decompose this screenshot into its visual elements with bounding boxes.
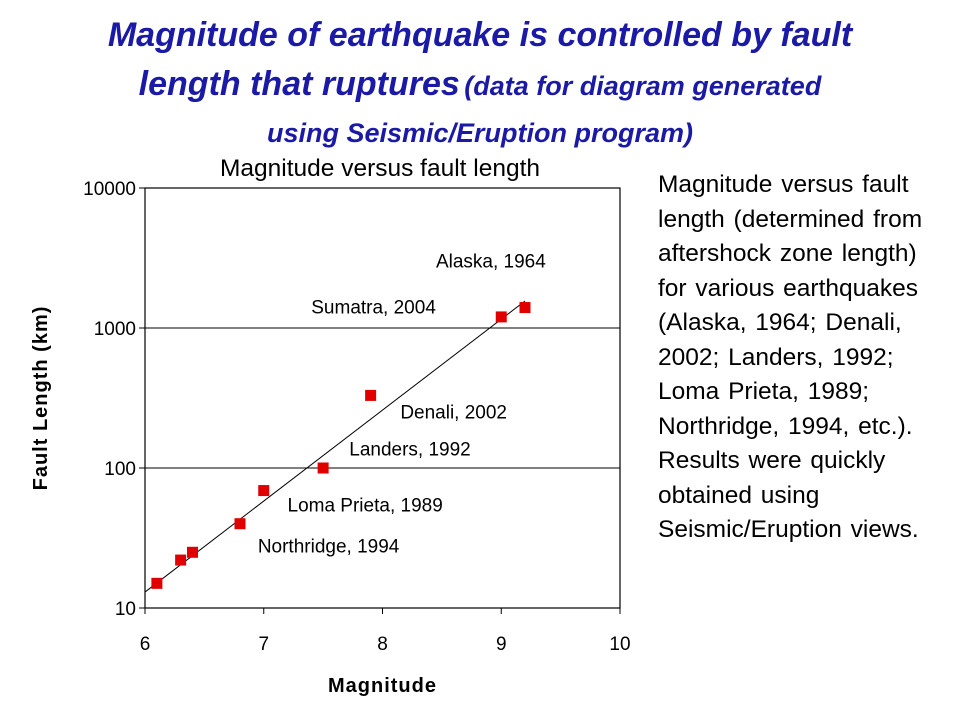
data-point-4 [234, 518, 246, 530]
side-description: Magnitude versus fault length (determine… [658, 171, 923, 543]
data-point-8 [495, 311, 507, 323]
title-line-2-main: length that ruptures [138, 65, 460, 103]
annotation-landers-1992: Landers, 1992 [349, 439, 471, 460]
data-point-9 [519, 302, 531, 314]
x-tick-label-10: 10 [609, 634, 630, 655]
magnitude-fault-length-chart: Magnitude versus fault length 6 7 8 9 10 10 100… [30, 155, 631, 697]
x-tick-label-6: 6 [140, 634, 151, 655]
y-tick-label-1000: 1000 [94, 319, 136, 340]
annotation-loma-prieta-1989: Loma Prieta, 1989 [288, 495, 443, 516]
title-line-3: using Seismic/Eruption program) [266, 118, 694, 148]
data-point-1 [151, 577, 163, 589]
chart-layer: Magnitude versus fault length 6 7 8 9 10 10 100… [30, 155, 631, 697]
y-tick-label-10: 10 [115, 599, 136, 620]
x-axis-label: Magnitude [328, 675, 437, 697]
x-tick-label-8: 8 [377, 634, 388, 655]
data-point-5 [258, 485, 270, 497]
slide-title: Magnitude of earthquake is controlled by… [0, 10, 960, 158]
y-tick-label-100: 100 [104, 459, 136, 480]
trendline [144, 300, 526, 593]
y-tick-label-10000: 10000 [83, 179, 136, 200]
chart-title: Magnitude versus fault length [220, 155, 540, 182]
title-line-2: length that ruptures (data for diagram g… [0, 59, 960, 116]
annotation-denali-2002: Denali, 2002 [400, 403, 507, 424]
annotation-alaska-1964: Alaska, 1964 [436, 252, 546, 273]
y-axis-label: Fault Length (km) [30, 306, 52, 491]
data-point-6 [317, 462, 329, 474]
data-point-3 [187, 546, 198, 558]
x-tick-label-7: 7 [258, 634, 269, 655]
title-line-1: Magnitude of earthquake is controlled by… [107, 16, 853, 54]
x-tick-label-9: 9 [496, 634, 507, 655]
annotation-sumatra-2004: Sumatra, 2004 [311, 297, 436, 318]
annotation-northridge-1994: Northridge, 1994 [258, 536, 400, 557]
data-point-2 [175, 554, 187, 566]
title-line-2-sub: (data for diagram generated [464, 71, 822, 101]
data-point-7 [365, 389, 377, 401]
